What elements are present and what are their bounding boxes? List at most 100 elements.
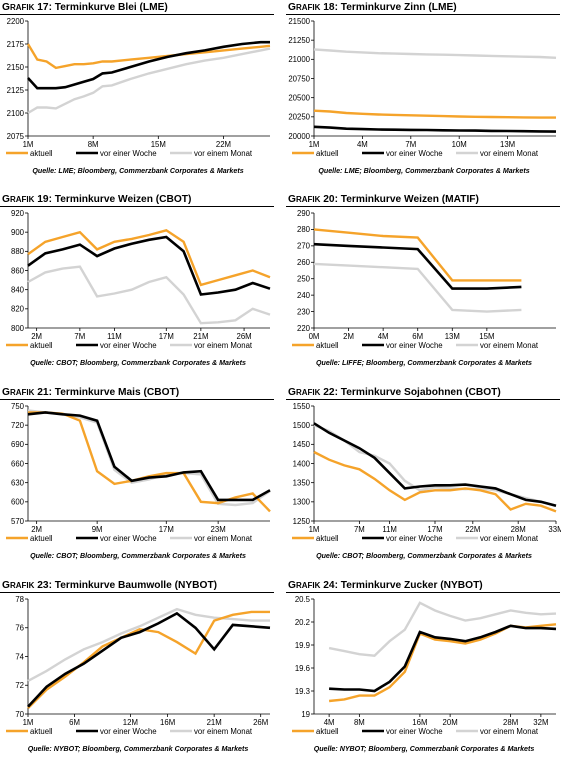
x-tick-label: 13M — [445, 332, 460, 341]
title-rule — [0, 592, 274, 593]
source-note: Quelle: NYBOT; Bloomberg, Commerzbank Co… — [27, 745, 249, 753]
y-tick-label: 800 — [11, 324, 25, 333]
y-tick-label: 840 — [11, 285, 25, 294]
chart-svg: 19 19.3 19.6 19.9 20.2 20.5 4M 8M 16M 20M 28M 32M ak… — [292, 595, 557, 736]
chart-title: GRAFIK 22: Terminkurve Sojabohnen (CBOT) — [288, 387, 501, 398]
y-tick-label: 1400 — [293, 459, 311, 468]
legend-label: vor einer Woche — [100, 149, 157, 158]
series-line-vor-einem-Monat — [313, 262, 522, 313]
y-tick-label: 230 — [297, 307, 311, 316]
source-note: Quelle: CBOT; Bloomberg, Commerzbank Cor… — [316, 552, 532, 560]
x-tick-label: 8M — [354, 718, 365, 727]
y-tick-label: 72 — [15, 681, 24, 690]
legend-label: aktuell — [316, 149, 339, 158]
title-number: 23 — [37, 580, 49, 591]
y-tick-label: 19.3 — [295, 687, 310, 696]
y-tick-label: 1450 — [293, 440, 311, 449]
title-text: : Terminkurve Mais (CBOT) — [48, 387, 180, 398]
chart-title: GRAFIK 24: Terminkurve Zucker (NYBOT) — [288, 580, 483, 591]
title-rule — [0, 14, 274, 15]
x-tick-label: 11M — [107, 332, 122, 341]
x-tick-label: 12M — [123, 718, 138, 727]
x-tick-label: 1M — [23, 718, 34, 727]
y-tick-label: 20000 — [288, 132, 310, 141]
y-tick-label: 1300 — [293, 498, 311, 507]
y-tick-label: 20.2 — [295, 618, 310, 627]
y-tick-label: 600 — [11, 498, 25, 507]
x-tick-label: 7M — [405, 140, 416, 149]
x-tick-label: 20M — [443, 718, 458, 727]
series-line-vor-einer-Woche — [27, 411, 271, 502]
y-tick-label: 820 — [11, 305, 25, 314]
x-tick-label: 16M — [412, 718, 427, 727]
y-tick-label: 2175 — [7, 40, 25, 49]
y-tick-label: 1350 — [293, 478, 311, 487]
series-line-aktuell — [26, 43, 271, 70]
chart-svg: 570 600 630 660 690 720 750 2M 9M 17M 23M aktuell vo… — [6, 402, 271, 543]
series-line-vor-einer-Woche — [313, 125, 557, 133]
x-tick-label: 1M — [23, 140, 34, 149]
x-tick-label: 17M — [159, 525, 174, 534]
title-rule — [286, 592, 560, 593]
title-text: : Terminkurve Weizen (CBOT) — [48, 194, 192, 205]
series-line-vor-einem-Monat — [27, 409, 271, 507]
series-line-vor-einem-Monat — [27, 265, 271, 325]
x-tick-label: 15M — [479, 332, 494, 341]
title-grafik-word: GRAFIK — [288, 2, 321, 13]
source-note: Quelle: LME; Bloomberg, Commerzbank Corp… — [318, 167, 530, 175]
legend-label: vor einem Monat — [194, 149, 253, 158]
chart-title: GRAFIK 19: Terminkurve Weizen (CBOT) — [2, 194, 191, 205]
x-tick-label: 32M — [533, 718, 548, 727]
series-line-vor-einem-Monat — [313, 424, 557, 507]
title-rule — [0, 399, 274, 400]
legend-label: vor einem Monat — [480, 341, 539, 350]
x-tick-label: 23M — [211, 525, 226, 534]
y-tick-label: 240 — [297, 291, 311, 300]
y-tick-label: 2100 — [7, 109, 25, 118]
y-tick-label: 74 — [15, 652, 24, 661]
source-note: Quelle: CBOT; Bloomberg, Commerzbank Cor… — [30, 552, 246, 560]
x-tick-label: 26M — [253, 718, 268, 727]
legend-label: vor einer Woche — [100, 534, 157, 543]
y-tick-label: 250 — [297, 275, 311, 284]
source-note: Quelle: LME; Bloomberg, Commerzbank Corp… — [32, 167, 244, 175]
legend-label: vor einem Monat — [194, 534, 253, 543]
y-tick-label: 690 — [11, 440, 25, 449]
title-number: 20 — [323, 194, 335, 205]
series-line-aktuell — [313, 109, 556, 119]
series-line-vor-einer-Woche — [329, 624, 557, 693]
chart-panel-grafik-19: GRAFIK 19: Terminkurve Weizen (CBOT) 800 8… — [0, 192, 276, 382]
chart-panel-grafik-22: GRAFIK 22: Terminkurve Sojabohnen (CBOT)… — [286, 385, 561, 575]
legend-label: aktuell — [316, 341, 339, 350]
title-text: : Terminkurve Zinn (LME) — [334, 2, 457, 13]
source-note: Quelle: NYBOT; Bloomberg, Commerzbank Co… — [313, 745, 535, 753]
title-text: : Terminkurve Baumwolle (NYBOT) — [48, 580, 218, 591]
chart-title: GRAFIK 21: Terminkurve Mais (CBOT) — [2, 387, 179, 398]
y-tick-label: 290 — [297, 209, 311, 218]
title-rule — [286, 399, 560, 400]
series-line-aktuell — [313, 228, 522, 282]
x-tick-label: 7M — [354, 525, 365, 534]
title-rule — [286, 14, 560, 15]
y-tick-label: 860 — [11, 266, 25, 275]
title-number: 18 — [323, 2, 335, 13]
series-line-aktuell — [27, 610, 270, 710]
chart-title: GRAFIK 17: Terminkurve Blei (LME) — [2, 2, 168, 13]
legend-label: aktuell — [316, 727, 339, 736]
chart-svg: 70 72 74 76 78 1M 6M 12M 16M 21M 26M aktuell vor ein… — [6, 595, 271, 736]
source-note: Quelle: LIFFE; Bloomberg, Commerzbank Co… — [315, 359, 532, 367]
legend-label: vor einer Woche — [386, 149, 443, 158]
y-tick-label: 21250 — [288, 36, 310, 45]
x-tick-label: 15M — [151, 140, 166, 149]
y-tick-label: 750 — [11, 402, 25, 411]
legend-label: aktuell — [30, 727, 53, 736]
x-tick-label: 2M — [31, 332, 42, 341]
title-grafik-word: GRAFIK — [288, 194, 321, 205]
x-tick-label: 6M — [69, 718, 80, 727]
x-tick-label: 13M — [500, 140, 515, 149]
series-line-vor-einem-Monat — [27, 607, 270, 682]
chart-title: GRAFIK 20: Terminkurve Weizen (MATIF) — [288, 194, 479, 205]
x-tick-label: 10M — [452, 140, 467, 149]
y-tick-label: 220 — [297, 324, 311, 333]
y-tick-label: 21500 — [288, 17, 310, 26]
